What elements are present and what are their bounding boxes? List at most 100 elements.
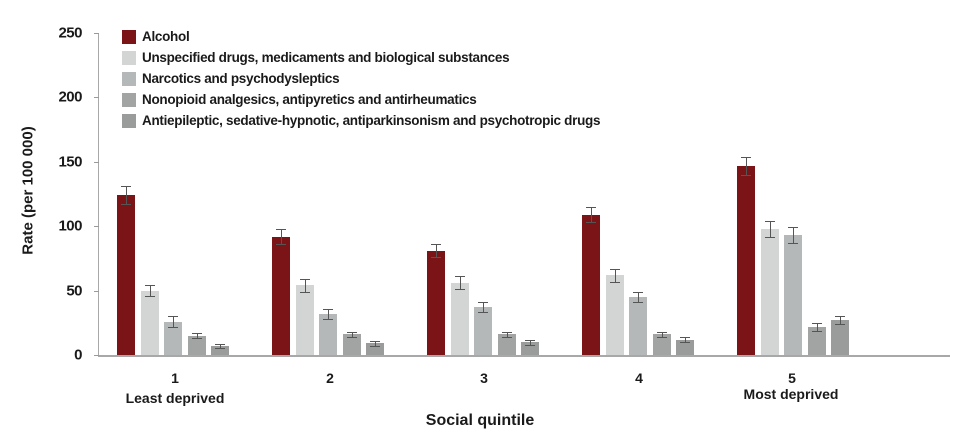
- error-bar-cap: [656, 336, 667, 338]
- error-bar-cap: [835, 324, 845, 326]
- bar: [474, 307, 492, 355]
- error-bar-cap: [323, 318, 333, 320]
- error-bar-cap: [586, 206, 596, 208]
- y-tick-label: 100: [58, 217, 82, 235]
- bar: [366, 343, 384, 355]
- error-bar-cap: [299, 279, 310, 280]
- error-bar: [281, 228, 282, 245]
- legend-label: Narcotics and psychodysleptics: [142, 71, 340, 86]
- y-tick-mark: [94, 161, 99, 163]
- x-axis-line: [98, 355, 950, 357]
- legend-label: Nonopioid analgesics, antipyretics and a…: [142, 92, 477, 107]
- y-tick-label: 250: [58, 24, 82, 42]
- legend-item-alcohol: Alcohol: [122, 26, 600, 47]
- error-bar: [328, 308, 329, 319]
- legend-label: Antiepileptic, sedative-hypnotic, antipa…: [142, 113, 601, 128]
- bar: [295, 285, 314, 355]
- x-tick-2: 2: [326, 370, 334, 386]
- error-bar-cap: [431, 257, 441, 259]
- y-tick-label: 150: [58, 153, 82, 171]
- bar: [342, 334, 361, 355]
- bar: [807, 326, 826, 355]
- legend-item-unspecified: Unspecified drugs, medicaments and biolo…: [122, 47, 600, 68]
- error-bar-cap: [215, 344, 225, 346]
- y-tick-label: 50: [66, 282, 82, 300]
- bar: [652, 334, 671, 355]
- error-bar: [840, 316, 841, 325]
- x-tick-3: 3: [480, 370, 488, 386]
- error-bar: [436, 244, 437, 258]
- error-bar-cap: [501, 331, 512, 333]
- error-bar: [506, 331, 508, 337]
- error-bar-cap: [144, 295, 155, 297]
- error-bar-cap: [609, 281, 620, 283]
- error-bar: [661, 331, 663, 337]
- y-tick-label: 0: [74, 346, 82, 364]
- legend: Alcohol Unspecified drugs, medicaments a…: [122, 26, 600, 131]
- error-bar: [351, 331, 353, 337]
- error-bar: [196, 333, 198, 339]
- error-bar-cap: [431, 244, 441, 246]
- bar: [831, 320, 849, 355]
- error-bar-cap: [586, 222, 596, 224]
- error-bar: [638, 291, 639, 303]
- bar: [117, 195, 135, 355]
- error-bar-cap: [525, 339, 535, 341]
- error-bar-cap: [680, 336, 690, 338]
- bar: [211, 345, 229, 355]
- legend-swatch: [122, 113, 136, 128]
- error-bar-cap: [811, 322, 822, 324]
- error-bar-cap: [478, 312, 488, 314]
- error-bar: [530, 339, 531, 345]
- bar: [187, 335, 206, 355]
- legend-item-narcotics: Narcotics and psychodysleptics: [122, 68, 600, 89]
- bar: [164, 321, 182, 355]
- legend-swatch: [122, 71, 136, 86]
- error-bar-cap: [609, 268, 620, 270]
- error-bar-cap: [168, 316, 178, 318]
- error-bar-cap: [276, 244, 286, 246]
- y-tick-mark: [94, 33, 99, 34]
- bar: [272, 236, 290, 355]
- error-bar-cap: [811, 330, 822, 332]
- error-bar: [614, 268, 616, 282]
- error-bar: [769, 221, 771, 237]
- error-bar-cap: [835, 316, 845, 318]
- error-bar-cap: [191, 333, 202, 335]
- y-axis-line: [98, 33, 99, 355]
- error-bar-cap: [454, 276, 465, 278]
- error-bar-cap: [121, 204, 131, 206]
- bar: [784, 235, 802, 355]
- error-bar-cap: [323, 308, 333, 310]
- legend-label: Alcohol: [142, 29, 190, 44]
- legend-swatch: [122, 50, 136, 65]
- x-tick-5: 5: [788, 370, 796, 386]
- error-bar-cap: [656, 331, 667, 333]
- error-bar: [220, 344, 221, 348]
- error-bar: [746, 156, 747, 175]
- bar: [140, 290, 159, 355]
- error-bar-cap: [168, 326, 178, 328]
- error-bar-cap: [346, 336, 357, 338]
- error-bar-cap: [144, 285, 155, 287]
- bar: [676, 339, 694, 355]
- error-bar: [459, 276, 461, 290]
- x-tick-4: 4: [635, 370, 643, 386]
- y-tick-mark: [94, 97, 99, 99]
- error-bar-cap: [633, 302, 643, 304]
- error-bar-cap: [121, 186, 131, 188]
- bar: [605, 275, 624, 355]
- error-bar-cap: [299, 291, 310, 293]
- y-axis-label: Rate (per 100 000): [19, 126, 37, 255]
- error-bar-cap: [788, 227, 798, 229]
- error-bar-cap: [525, 344, 535, 346]
- bar: [737, 165, 755, 355]
- error-bar-cap: [680, 342, 690, 344]
- error-bar: [685, 336, 686, 343]
- error-bar-cap: [741, 156, 751, 158]
- x-tick-1: 1: [171, 370, 179, 386]
- error-bar: [375, 340, 376, 346]
- legend-swatch: [122, 29, 136, 44]
- error-bar-cap: [191, 338, 202, 340]
- bar: [319, 313, 337, 355]
